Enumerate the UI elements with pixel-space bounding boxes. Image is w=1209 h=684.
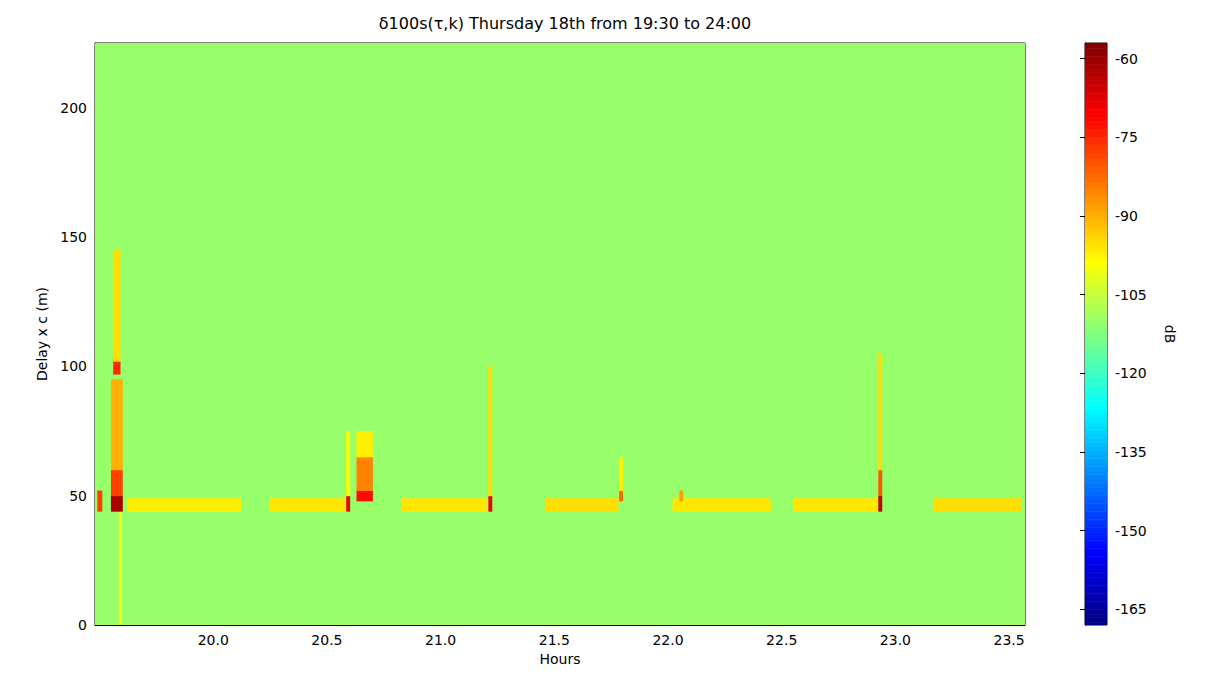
svg-text:23.5: 23.5 bbox=[993, 632, 1024, 648]
svg-text:150: 150 bbox=[60, 229, 87, 245]
svg-text:δ100s(τ,k) Thursday 18th from: δ100s(τ,k) Thursday 18th from 19:30 to 2… bbox=[379, 14, 751, 33]
svg-text:-165: -165 bbox=[1115, 601, 1147, 617]
svg-text:-60: -60 bbox=[1115, 51, 1138, 67]
svg-text:23.0: 23.0 bbox=[880, 632, 911, 648]
svg-text:-75: -75 bbox=[1115, 129, 1138, 145]
svg-text:22.0: 22.0 bbox=[652, 632, 683, 648]
svg-text:20.0: 20.0 bbox=[198, 632, 229, 648]
svg-text:dB: dB bbox=[1162, 325, 1178, 344]
svg-text:100: 100 bbox=[60, 358, 87, 374]
svg-text:0: 0 bbox=[78, 617, 87, 633]
svg-text:-135: -135 bbox=[1115, 444, 1147, 460]
svg-text:-120: -120 bbox=[1115, 365, 1147, 381]
svg-text:50: 50 bbox=[69, 488, 87, 504]
svg-text:20.5: 20.5 bbox=[311, 632, 342, 648]
svg-text:22.5: 22.5 bbox=[766, 632, 797, 648]
svg-text:200: 200 bbox=[60, 100, 87, 116]
svg-text:-90: -90 bbox=[1115, 208, 1138, 224]
svg-text:21.5: 21.5 bbox=[539, 632, 570, 648]
svg-text:Hours: Hours bbox=[539, 651, 580, 667]
svg-text:-105: -105 bbox=[1115, 287, 1147, 303]
svg-text:21.0: 21.0 bbox=[425, 632, 456, 648]
svg-text:Delay x c (m): Delay x c (m) bbox=[34, 287, 50, 381]
svg-text:-150: -150 bbox=[1115, 523, 1147, 539]
